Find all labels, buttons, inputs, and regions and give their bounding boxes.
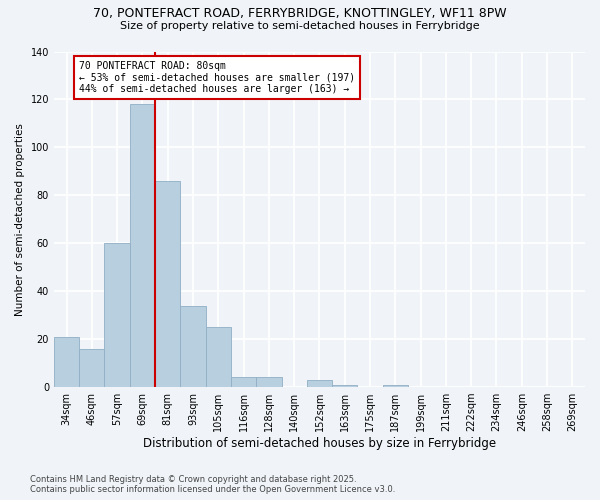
Bar xyxy=(256,378,281,387)
Bar xyxy=(130,104,155,387)
Text: Contains HM Land Registry data © Crown copyright and database right 2025.
Contai: Contains HM Land Registry data © Crown c… xyxy=(30,474,395,494)
Bar xyxy=(79,348,104,387)
Text: 70, PONTEFRACT ROAD, FERRYBRIDGE, KNOTTINGLEY, WF11 8PW: 70, PONTEFRACT ROAD, FERRYBRIDGE, KNOTTI… xyxy=(93,8,507,20)
Bar xyxy=(54,336,79,387)
Bar xyxy=(181,306,206,387)
Text: 70 PONTEFRACT ROAD: 80sqm
← 53% of semi-detached houses are smaller (197)
44% of: 70 PONTEFRACT ROAD: 80sqm ← 53% of semi-… xyxy=(79,61,355,94)
Bar xyxy=(155,181,181,387)
X-axis label: Distribution of semi-detached houses by size in Ferrybridge: Distribution of semi-detached houses by … xyxy=(143,437,496,450)
Bar xyxy=(104,244,130,387)
Bar xyxy=(206,327,231,387)
Y-axis label: Number of semi-detached properties: Number of semi-detached properties xyxy=(15,123,25,316)
Bar xyxy=(332,384,358,387)
Bar xyxy=(307,380,332,387)
Bar xyxy=(383,384,408,387)
Bar xyxy=(231,378,256,387)
Text: Size of property relative to semi-detached houses in Ferrybridge: Size of property relative to semi-detach… xyxy=(120,21,480,31)
